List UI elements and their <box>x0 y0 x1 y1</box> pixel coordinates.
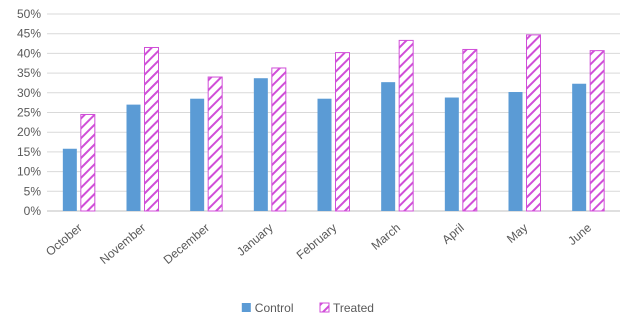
x-tick-label: February <box>294 221 340 263</box>
bar-control-march <box>381 82 396 211</box>
x-tick-label: April <box>439 221 466 247</box>
bar-treated-april <box>462 48 478 212</box>
x-tick-label: March <box>369 221 404 253</box>
x-tick-label: June <box>565 220 594 248</box>
y-tick-label: 35% <box>17 66 41 80</box>
x-tick-label: January <box>234 221 276 259</box>
bar-treated-march <box>398 39 414 212</box>
x-axis: October November December January February Ma… <box>43 220 594 267</box>
x-tick-label: October <box>43 221 85 259</box>
y-axis: 0% 5% 10% 15% 20% 25% 30% 35% 40% 45% 50% <box>17 7 41 218</box>
bar-treated-june <box>589 50 605 212</box>
legend-swatch-treated <box>319 302 330 313</box>
bar-control-october <box>62 148 77 211</box>
bar-control-may <box>508 92 523 211</box>
y-tick-label: 20% <box>17 125 41 139</box>
bar-treated-february <box>335 52 350 212</box>
bar-treated-october <box>80 113 96 212</box>
y-tick-label: 10% <box>17 165 41 179</box>
bar-control-december <box>190 98 205 211</box>
bar-treated-january <box>271 67 287 212</box>
y-tick-label: 5% <box>24 184 42 198</box>
x-tick-label: November <box>97 221 148 267</box>
y-tick-label: 0% <box>24 204 42 218</box>
y-tick-label: 45% <box>17 27 41 41</box>
bar-control-april <box>444 97 459 211</box>
y-tick-label: 40% <box>17 46 41 60</box>
legend-label-control: Control <box>255 301 294 315</box>
bar-control-february <box>317 98 332 211</box>
y-tick-label: 30% <box>17 86 41 100</box>
x-tick-label: May <box>504 221 530 246</box>
bar-treated-november <box>144 46 159 212</box>
bar-treated-december <box>207 76 223 212</box>
bar-control-november <box>126 104 141 211</box>
bars <box>62 34 605 212</box>
gridlines <box>47 13 620 212</box>
bar-control-january <box>253 78 268 211</box>
y-tick-label: 15% <box>17 145 41 159</box>
legend-label-treated: Treated <box>333 301 374 315</box>
bar-treated-may <box>526 34 541 212</box>
bar-control-june <box>572 83 587 211</box>
y-tick-label: 50% <box>17 7 41 21</box>
legend: Control Treated <box>241 301 374 315</box>
y-tick-label: 25% <box>17 106 41 120</box>
x-tick-label: December <box>161 221 212 267</box>
legend-swatch-control <box>241 303 251 312</box>
